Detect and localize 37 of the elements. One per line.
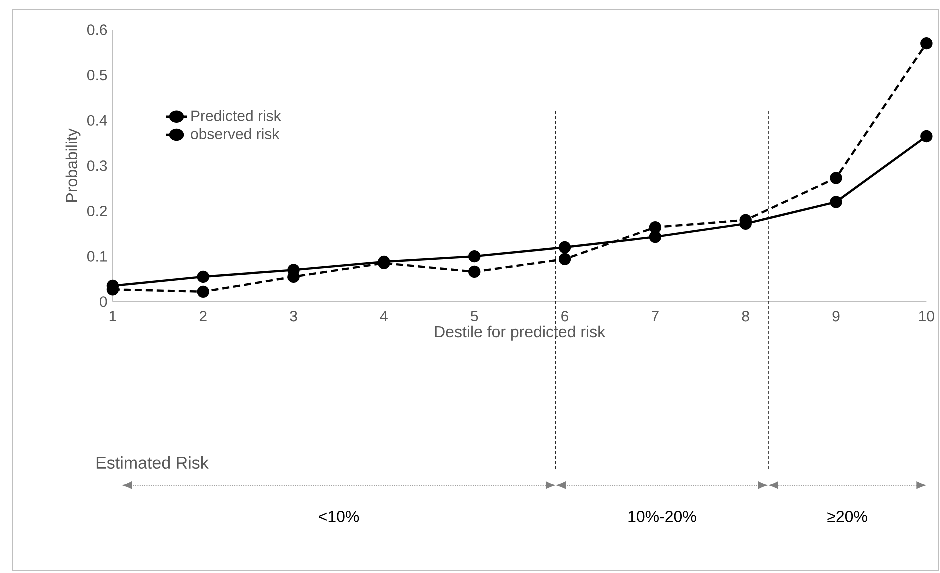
- point: [920, 38, 933, 50]
- y-tick-label: 0.1: [88, 251, 108, 262]
- legend-label: Predicted risk: [192, 110, 282, 122]
- point: [558, 242, 572, 254]
- point: [830, 196, 842, 208]
- point: [197, 270, 210, 284]
- point: [830, 172, 842, 184]
- y-tick-label: 0.5: [88, 70, 108, 81]
- x-tick-label: 9: [832, 311, 840, 322]
- point: [920, 130, 933, 143]
- point: [468, 266, 481, 278]
- text: Estimated Risk: [96, 456, 209, 470]
- x-tick-label: 10: [919, 311, 934, 322]
- x-tick-label: 2: [200, 311, 207, 322]
- x-tick-label: 5: [471, 311, 478, 322]
- y-tick-label: 0.3: [88, 160, 108, 172]
- point: [468, 250, 481, 263]
- x-tick-label: 6: [562, 311, 569, 322]
- text: ≥20%: [828, 511, 868, 522]
- point: [649, 222, 662, 234]
- point: [649, 231, 662, 244]
- x-tick-label: 3: [290, 311, 298, 322]
- point: [558, 253, 572, 266]
- y-tick-label: 0.6: [88, 24, 108, 36]
- x-tick-label: 4: [380, 311, 388, 322]
- x-tick-label: 7: [652, 311, 659, 322]
- x-tick-label: 1: [110, 311, 116, 322]
- text: 10%-20%: [628, 511, 696, 522]
- y-tick-label: 0: [100, 296, 108, 308]
- x-axis-title: Destile for predicted risk: [435, 326, 606, 341]
- y-axis-title: Probability: [66, 128, 81, 202]
- legend-label: observed risk: [191, 128, 280, 140]
- y-tick-label: 0.2: [88, 206, 108, 217]
- x-tick-label: 8: [742, 311, 750, 322]
- y-tick-label: 0.4: [88, 115, 108, 126]
- text: <10%: [319, 511, 360, 522]
- point: [197, 286, 210, 298]
